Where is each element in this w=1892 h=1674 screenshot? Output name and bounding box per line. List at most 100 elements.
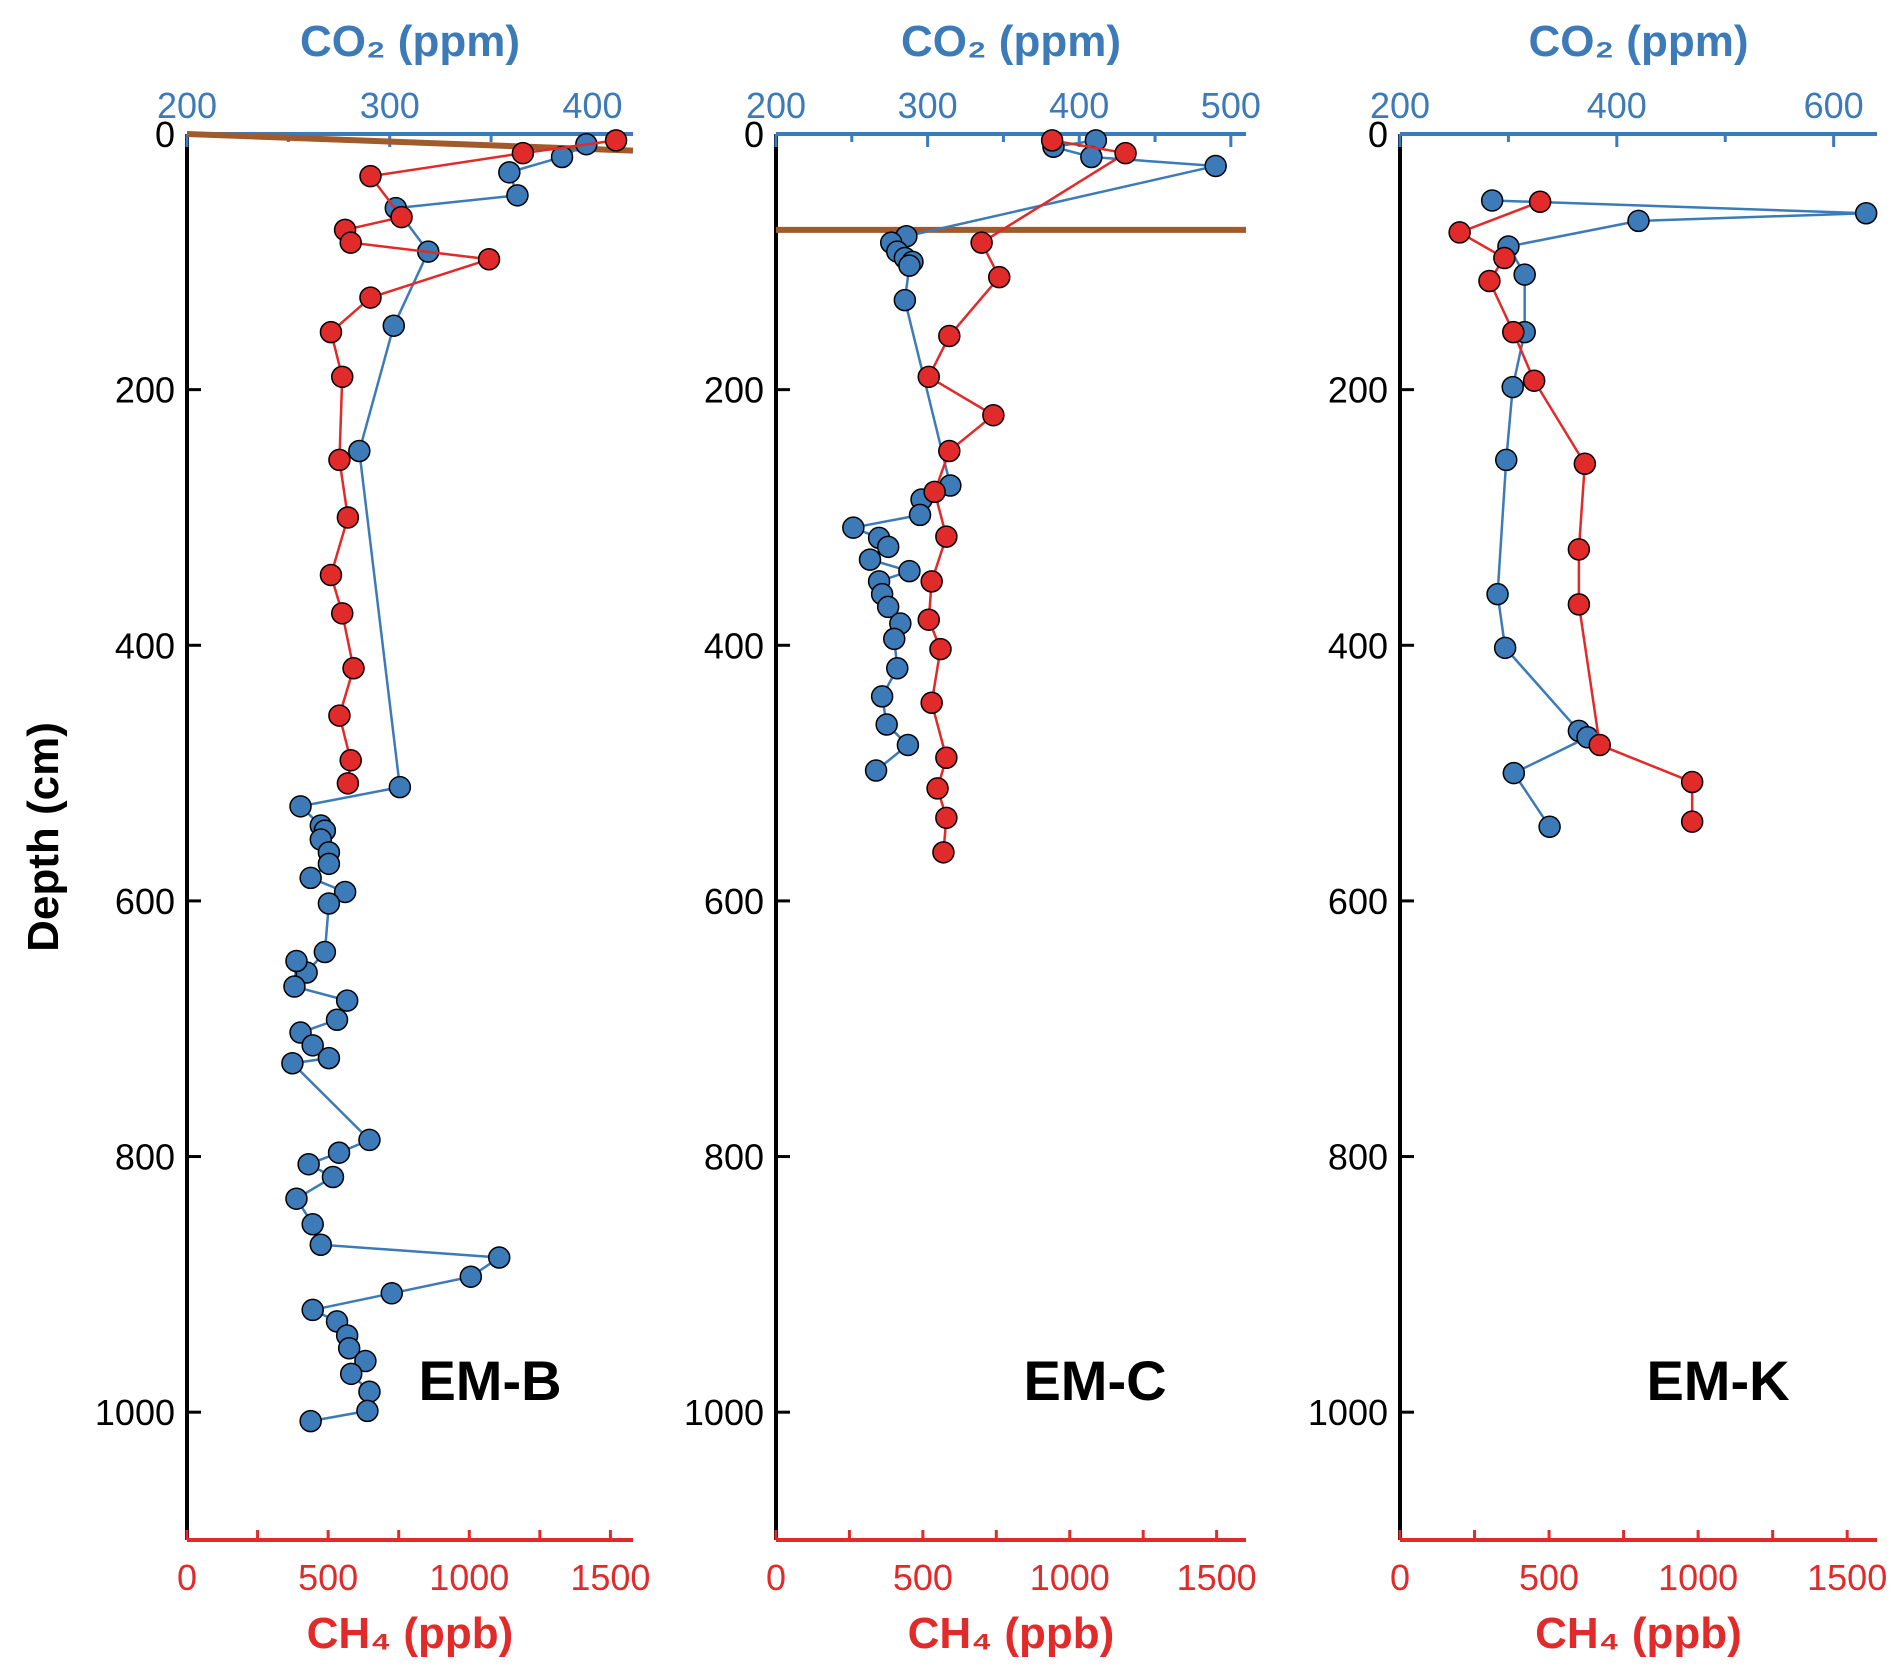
ch4-point	[920, 691, 943, 715]
co2-point	[317, 1046, 341, 1070]
co2-point	[289, 795, 312, 818]
co2-point	[285, 1187, 308, 1210]
co2-point	[1513, 263, 1536, 286]
ch4-point	[1502, 320, 1525, 344]
depth-tick-label: 200	[704, 370, 764, 411]
co2-tick-label: 400	[1049, 85, 1109, 126]
ch4-tick-label: 1000	[429, 1557, 509, 1598]
ch4-tick-label: 0	[177, 1557, 197, 1598]
co2-point	[883, 627, 906, 651]
ch4-point	[1573, 452, 1597, 476]
co2-point	[1493, 636, 1517, 660]
co2-point	[301, 1298, 324, 1322]
ch4-point	[938, 439, 961, 463]
ch4-tick-label: 1500	[1807, 1557, 1887, 1598]
co2-point	[285, 949, 308, 973]
co2-point	[898, 559, 921, 583]
ch4-point	[328, 704, 351, 727]
depth-tick-label: 1000	[684, 1392, 764, 1433]
co2-point	[317, 892, 341, 915]
co2-point	[908, 503, 932, 527]
ch4-point	[938, 324, 961, 348]
ch4-point	[1040, 129, 1064, 152]
co2-point	[1538, 815, 1561, 839]
co2-point	[299, 866, 322, 890]
depth-tick-label: 0	[1368, 114, 1388, 155]
co2-point	[358, 1380, 381, 1403]
ch4-point	[604, 129, 628, 152]
ch4-tick-label: 0	[1390, 1557, 1410, 1598]
ch4-point	[1680, 810, 1704, 833]
co2-point	[896, 733, 920, 757]
co2-point	[356, 1399, 379, 1423]
depth-tick-label: 200	[1328, 370, 1388, 411]
co2-point	[1627, 209, 1650, 233]
depth-tick-label: 200	[115, 370, 175, 411]
ch4-point	[328, 448, 351, 472]
ch4-point	[477, 248, 501, 271]
ch4-point	[331, 365, 354, 389]
co2-axis-title: CO₂ (ppm)	[901, 17, 1121, 66]
ch4-series-line	[329, 139, 617, 784]
ch4-point	[1493, 246, 1516, 270]
ch4-point	[929, 637, 952, 661]
depth-tick-label: 1000	[95, 1392, 175, 1433]
ch4-point	[319, 563, 343, 587]
ch4-point	[339, 231, 362, 254]
co2-point	[487, 1246, 511, 1269]
ch4-tick-label: 1500	[570, 1557, 650, 1598]
ch4-point	[920, 570, 943, 593]
ch4-point	[917, 608, 940, 631]
co2-series-line	[1492, 199, 1867, 828]
panel-label: EM-B	[418, 1349, 561, 1412]
co2-point	[335, 989, 359, 1012]
co2-point	[333, 880, 357, 904]
co2-point	[506, 184, 529, 207]
co2-point	[876, 535, 900, 559]
co2-tick-label: 600	[1804, 85, 1864, 126]
co2-point	[1494, 448, 1518, 472]
co2-tick-label: 300	[898, 85, 958, 126]
ch4-point	[1680, 770, 1704, 794]
co2-point	[898, 254, 921, 277]
co2-tick-label: 300	[360, 85, 420, 126]
co2-point	[1204, 154, 1227, 178]
ch4-point	[1448, 221, 1471, 244]
co2-point	[301, 1034, 324, 1057]
co2-point	[1480, 189, 1504, 212]
co2-point	[301, 1213, 324, 1236]
ch4-axis-title: CH₄ (ppb)	[908, 1609, 1115, 1658]
ch4-point	[982, 403, 1005, 427]
co2-point	[388, 775, 412, 799]
co2-point	[1854, 201, 1878, 225]
depth-tick-label: 400	[1328, 625, 1388, 666]
co2-point	[283, 975, 306, 998]
co2-tick-label: 400	[562, 85, 622, 126]
co2-point	[459, 1265, 483, 1288]
panel-label: EM-K	[1646, 1349, 1789, 1412]
depth-tick-label: 0	[744, 114, 764, 155]
ch4-point	[331, 602, 354, 625]
co2-point	[348, 439, 371, 463]
depth-tick-label: 1000	[1308, 1392, 1388, 1433]
co2-point	[313, 940, 337, 964]
ch4-point	[511, 141, 535, 165]
ch4-point	[336, 772, 360, 795]
co2-point	[875, 713, 898, 736]
co2-point	[876, 595, 900, 619]
co2-point	[309, 1233, 333, 1256]
depth-tick-label: 400	[115, 625, 175, 666]
ch4-point	[970, 231, 993, 254]
co2-point	[842, 516, 865, 539]
co2-point	[382, 314, 406, 337]
co2-point	[870, 685, 894, 708]
depth-tick-label: 600	[704, 881, 764, 922]
co2-point	[281, 1051, 304, 1075]
ch4-point	[319, 320, 343, 344]
depth-tick-label: 600	[1328, 881, 1388, 922]
ch4-point	[917, 365, 940, 389]
